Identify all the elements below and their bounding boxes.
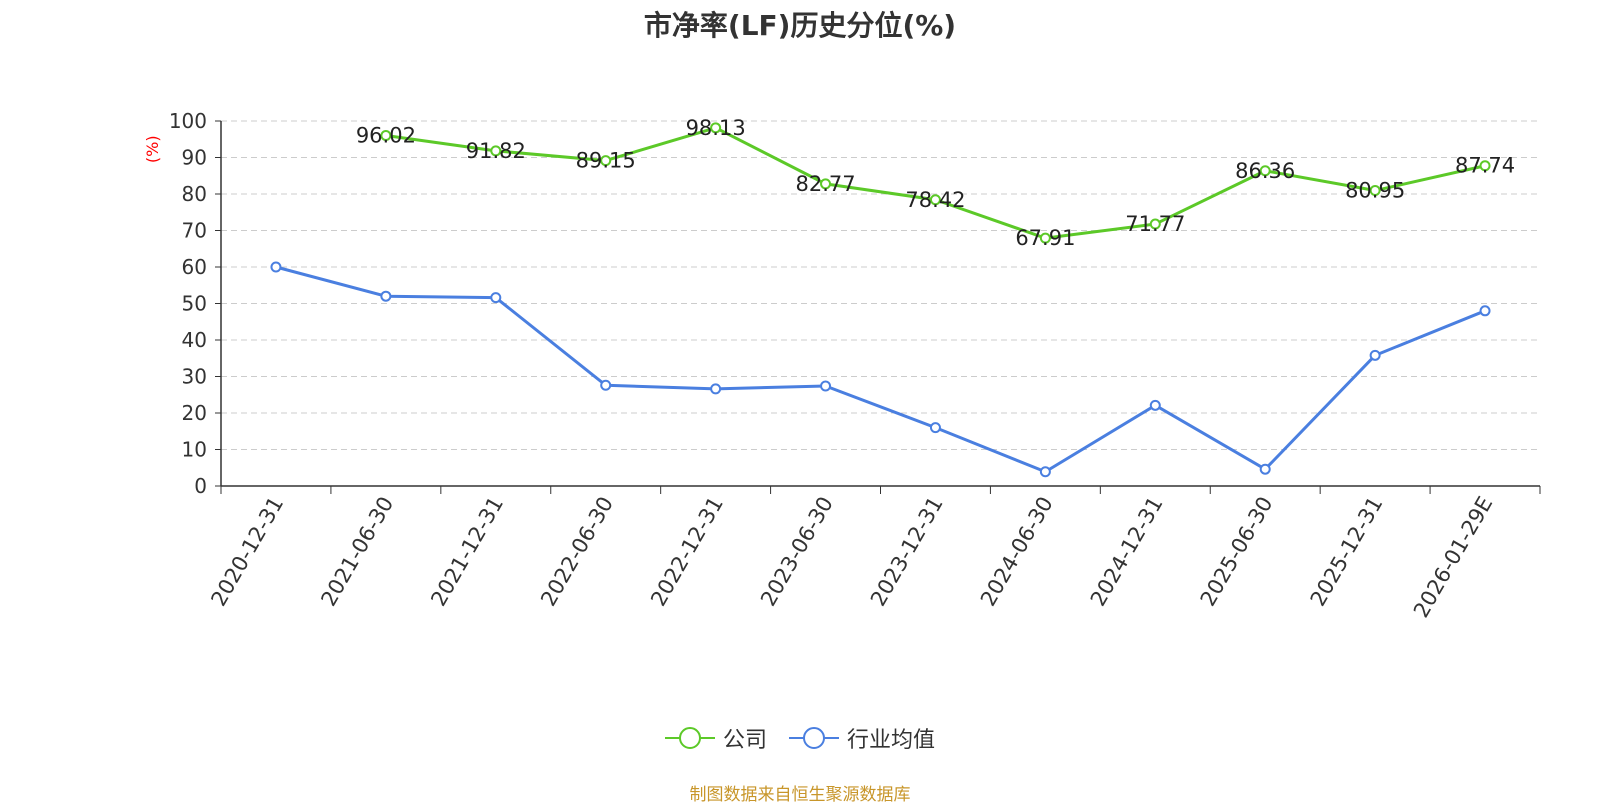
data-label: 86.36 <box>1235 159 1295 183</box>
data-point-company <box>1039 232 1051 244</box>
data-point-industry <box>1369 349 1381 361</box>
series-line-company <box>385 126 1486 240</box>
data-point-industry <box>1479 305 1491 317</box>
x-tick-label: 2022-06-30 <box>536 493 618 611</box>
x-tick-label: 2021-06-30 <box>316 493 398 611</box>
y-tick-label: 40 <box>182 328 207 352</box>
data-label: 82.77 <box>795 172 855 196</box>
data-label: 89.15 <box>576 149 636 173</box>
source-note: 制图数据来自恒生聚源数据库 <box>689 785 911 805</box>
data-label: 80.95 <box>1345 179 1405 203</box>
data-label: 87.74 <box>1455 154 1515 178</box>
legend-company-marker <box>664 727 715 749</box>
y-tick-label: 70 <box>182 219 207 243</box>
data-point-company <box>1369 185 1381 197</box>
data-point-industry <box>600 379 612 391</box>
data-point-industry <box>1259 463 1271 475</box>
y-tick-label: 80 <box>182 182 207 206</box>
legend-industry-marker <box>789 727 839 749</box>
data-point-company <box>929 194 941 206</box>
x-tick-label: 2025-12-31 <box>1306 493 1388 611</box>
x-tick-label: 2023-06-30 <box>756 493 838 611</box>
data-point-company <box>710 122 722 134</box>
legend-industry-label: 行业均值 <box>847 728 936 753</box>
data-point-industry <box>1039 466 1051 478</box>
y-tick-label: 30 <box>182 365 207 389</box>
data-label: 96.02 <box>356 124 416 148</box>
data-label: 91.82 <box>466 139 526 163</box>
data-point-industry <box>710 383 722 395</box>
x-tick-label: 2020-12-31 <box>206 493 288 611</box>
chart-title: 市净率(LF)历史分位(%) <box>643 9 957 42</box>
x-tick-label: 2021-12-31 <box>426 492 508 610</box>
data-label: 78.42 <box>905 188 965 212</box>
x-tick-label: 2026-01-29E <box>1409 493 1497 622</box>
y-tick-label: 0 <box>194 474 207 498</box>
y-tick-label: 10 <box>182 438 207 462</box>
legend-company-circle <box>678 727 701 749</box>
legend-industry-circle <box>803 727 825 749</box>
data-label: 98.13 <box>686 116 746 140</box>
data-point-industry <box>820 380 832 392</box>
data-point-company <box>1259 165 1271 177</box>
y-tick-label: 60 <box>182 255 207 279</box>
y-tick-label: 20 <box>182 401 207 425</box>
y-tick-label: 100 <box>169 109 207 133</box>
x-tick-label: 2024-12-31 <box>1086 493 1168 611</box>
data-point-company <box>820 178 832 190</box>
data-point-industry <box>929 422 941 434</box>
data-point-industry <box>270 261 282 273</box>
x-tick-label: 2024-06-30 <box>976 493 1058 611</box>
x-tick-label: 2025-06-30 <box>1196 493 1278 611</box>
data-point-company <box>490 145 502 157</box>
y-axis-label: (%) <box>143 135 162 163</box>
data-point-industry <box>490 292 502 304</box>
data-label: 71.77 <box>1125 212 1185 236</box>
data-point-industry <box>380 290 392 302</box>
data-label: 67.91 <box>1015 226 1075 250</box>
y-tick-label: 50 <box>182 292 207 316</box>
x-tick-label: 2022-12-31 <box>646 493 728 611</box>
data-point-company <box>1479 160 1491 172</box>
data-point-company <box>1149 218 1161 230</box>
x-tick-label: 2023-12-31 <box>866 492 948 610</box>
data-point-company <box>380 130 392 142</box>
legend: 公司 行业均值 <box>0 722 1600 754</box>
y-tick-label: 90 <box>182 146 207 170</box>
legend-company-label: 公司 <box>722 728 767 753</box>
legend-item-company[interactable]: 公司 <box>664 722 767 754</box>
data-point-company <box>600 155 612 167</box>
data-point-industry <box>1149 399 1161 411</box>
legend-item-industry[interactable]: 行业均值 <box>789 722 935 754</box>
series-line-industry <box>275 265 1486 474</box>
